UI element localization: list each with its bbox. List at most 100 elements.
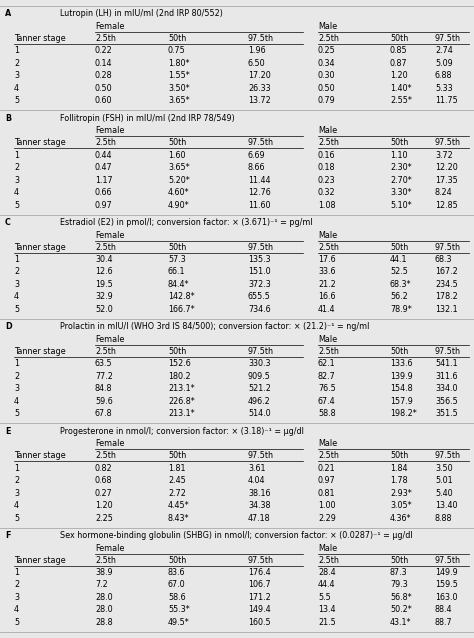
Text: Male: Male xyxy=(318,126,337,135)
Text: 2.74: 2.74 xyxy=(435,47,453,56)
Text: 0.32: 0.32 xyxy=(318,188,336,197)
Text: 52.0: 52.0 xyxy=(95,305,113,314)
Text: 2.5th: 2.5th xyxy=(95,243,116,252)
Text: 1.80*: 1.80* xyxy=(168,59,190,68)
Text: 28.0: 28.0 xyxy=(95,605,113,614)
Text: 6.50: 6.50 xyxy=(248,59,265,68)
Text: 2.93*: 2.93* xyxy=(390,489,412,498)
Text: 1.17: 1.17 xyxy=(95,175,113,184)
Text: 3.30*: 3.30* xyxy=(390,188,411,197)
Text: 6.69: 6.69 xyxy=(248,151,265,160)
Text: 1.00: 1.00 xyxy=(318,501,336,510)
Text: 5: 5 xyxy=(14,514,19,523)
Text: 0.18: 0.18 xyxy=(318,163,336,172)
Text: 334.0: 334.0 xyxy=(435,384,457,393)
Text: 87.3: 87.3 xyxy=(390,568,408,577)
Text: 97.5th: 97.5th xyxy=(248,556,274,565)
Text: 26.33: 26.33 xyxy=(248,84,271,93)
Text: 76.5: 76.5 xyxy=(318,384,336,393)
Text: 52.5: 52.5 xyxy=(390,267,408,276)
Text: 5: 5 xyxy=(14,618,19,627)
Text: 5: 5 xyxy=(14,409,19,419)
Text: 28.4: 28.4 xyxy=(318,568,336,577)
Text: 50th: 50th xyxy=(390,138,408,147)
Text: 8.24: 8.24 xyxy=(435,188,453,197)
Text: 5.33: 5.33 xyxy=(435,84,453,93)
Text: 2.5th: 2.5th xyxy=(95,138,116,147)
Text: 97.5th: 97.5th xyxy=(435,347,461,356)
Text: 84.4*: 84.4* xyxy=(168,280,190,289)
Text: 5: 5 xyxy=(14,305,19,314)
Text: Follitropin (FSH) in mIU/ml (2nd IRP 78/549): Follitropin (FSH) in mIU/ml (2nd IRP 78/… xyxy=(60,114,235,122)
Text: 167.2: 167.2 xyxy=(435,267,458,276)
Text: 58.8: 58.8 xyxy=(318,409,336,419)
Text: 12.6: 12.6 xyxy=(95,267,113,276)
Text: 2.5th: 2.5th xyxy=(95,556,116,565)
Text: 213.1*: 213.1* xyxy=(168,409,195,419)
Text: 2.5th: 2.5th xyxy=(318,452,339,461)
Text: 5.09: 5.09 xyxy=(435,59,453,68)
Text: 13.4: 13.4 xyxy=(318,605,336,614)
Text: 17.35: 17.35 xyxy=(435,175,458,184)
Text: 49.5*: 49.5* xyxy=(168,618,190,627)
Text: 5: 5 xyxy=(14,200,19,209)
Text: 139.9: 139.9 xyxy=(390,372,413,381)
Text: 1: 1 xyxy=(14,464,19,473)
Text: 3: 3 xyxy=(14,71,19,80)
Text: 0.30: 0.30 xyxy=(318,71,336,80)
Text: 4: 4 xyxy=(14,397,19,406)
Text: 97.5th: 97.5th xyxy=(248,452,274,461)
Text: 50th: 50th xyxy=(168,138,186,147)
Text: 0.79: 0.79 xyxy=(318,96,336,105)
Text: 4: 4 xyxy=(14,605,19,614)
Text: 2: 2 xyxy=(14,267,19,276)
Text: 28.0: 28.0 xyxy=(95,593,113,602)
Text: 56.2: 56.2 xyxy=(390,292,408,301)
Text: 30.4: 30.4 xyxy=(95,255,112,264)
Text: 2.5th: 2.5th xyxy=(318,556,339,565)
Text: 160.5: 160.5 xyxy=(248,618,271,627)
Text: 213.1*: 213.1* xyxy=(168,384,195,393)
Text: 2.70*: 2.70* xyxy=(390,175,412,184)
Text: 63.5: 63.5 xyxy=(95,359,113,368)
Text: 2.45: 2.45 xyxy=(168,476,186,485)
Text: 2.5th: 2.5th xyxy=(318,347,339,356)
Text: 0.97: 0.97 xyxy=(318,476,336,485)
Text: 4: 4 xyxy=(14,501,19,510)
Text: 50th: 50th xyxy=(168,452,186,461)
Text: 163.0: 163.0 xyxy=(435,593,457,602)
Text: 97.5th: 97.5th xyxy=(248,138,274,147)
Text: 28.8: 28.8 xyxy=(95,618,113,627)
Text: 1: 1 xyxy=(14,151,19,160)
Text: Female: Female xyxy=(95,231,124,240)
Text: 5.01: 5.01 xyxy=(435,476,453,485)
Text: 97.5th: 97.5th xyxy=(248,34,274,43)
Text: 909.5: 909.5 xyxy=(248,372,271,381)
Text: 2.29: 2.29 xyxy=(318,514,336,523)
Text: 154.8: 154.8 xyxy=(390,384,413,393)
Text: 41.4: 41.4 xyxy=(318,305,336,314)
Text: 2.55*: 2.55* xyxy=(390,96,412,105)
Text: 514.0: 514.0 xyxy=(248,409,271,419)
Text: 142.8*: 142.8* xyxy=(168,292,195,301)
Text: 0.68: 0.68 xyxy=(95,476,112,485)
Text: 171.2: 171.2 xyxy=(248,593,271,602)
Text: 178.2: 178.2 xyxy=(435,292,458,301)
Text: 0.14: 0.14 xyxy=(95,59,112,68)
Text: 33.6: 33.6 xyxy=(318,267,336,276)
Text: 0.23: 0.23 xyxy=(318,175,336,184)
Text: 50th: 50th xyxy=(390,347,408,356)
Text: 3: 3 xyxy=(14,175,19,184)
Text: 43.1*: 43.1* xyxy=(390,618,411,627)
Text: 97.5th: 97.5th xyxy=(248,347,274,356)
Text: 655.5: 655.5 xyxy=(248,292,271,301)
Text: 0.87: 0.87 xyxy=(390,59,408,68)
Text: 11.60: 11.60 xyxy=(248,200,271,209)
Text: 50.2*: 50.2* xyxy=(390,605,412,614)
Text: 57.3: 57.3 xyxy=(168,255,186,264)
Text: 8.88: 8.88 xyxy=(435,514,453,523)
Text: 0.81: 0.81 xyxy=(318,489,336,498)
Text: 149.9: 149.9 xyxy=(435,568,458,577)
Text: Tanner stage: Tanner stage xyxy=(14,347,65,356)
Text: Progesterone in nmol/l; conversion factor: × (3.18)⁻¹ = µg/dl: Progesterone in nmol/l; conversion facto… xyxy=(60,427,304,436)
